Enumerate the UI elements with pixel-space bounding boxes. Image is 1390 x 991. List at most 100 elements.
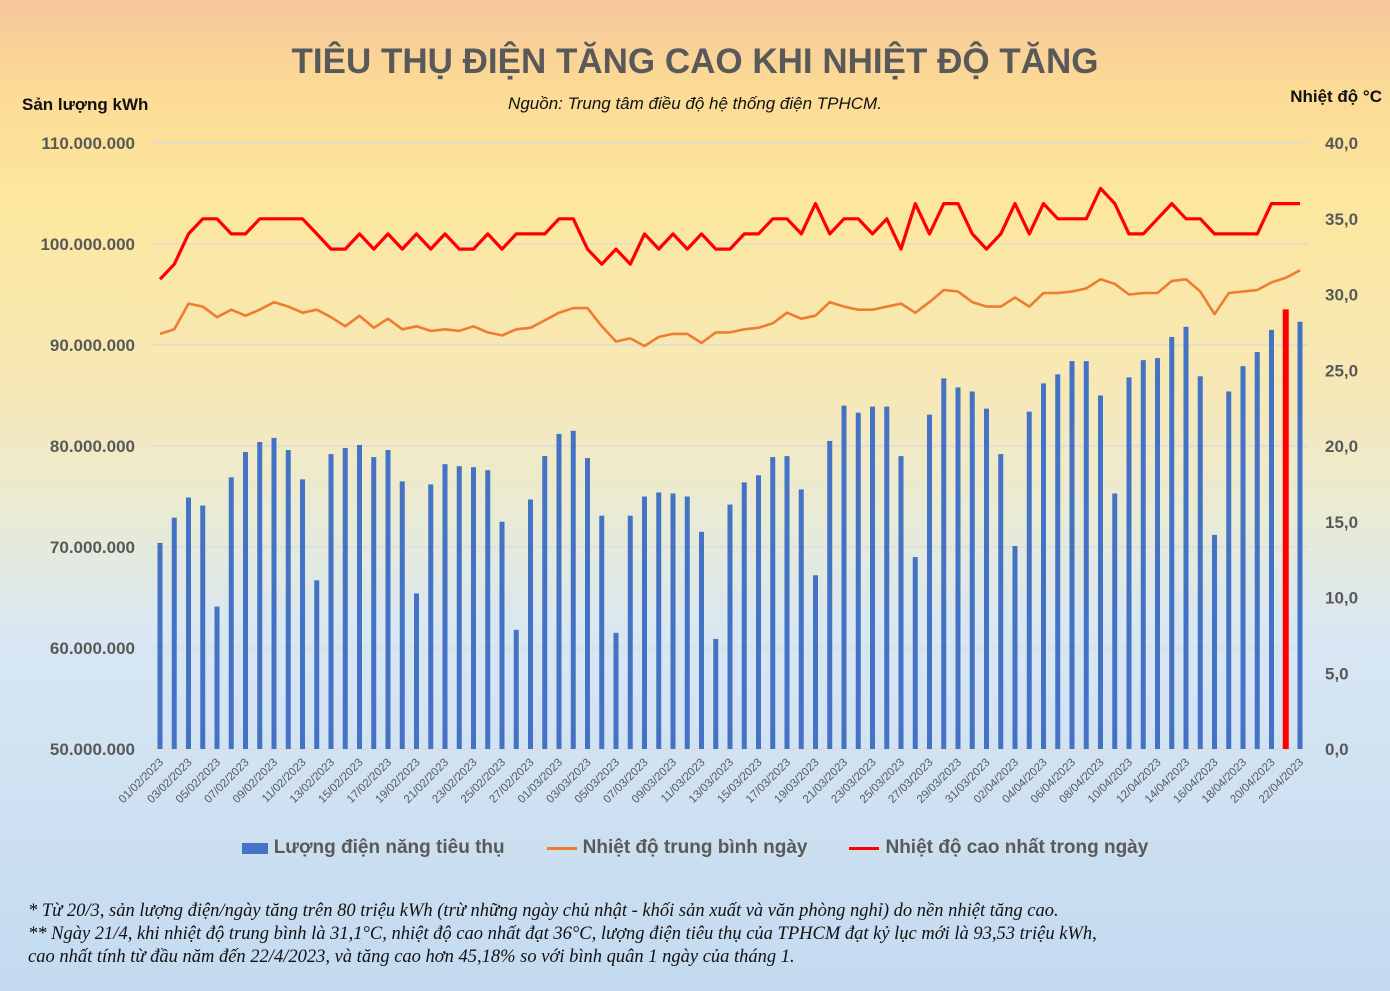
bar [271, 437, 277, 749]
bar [1197, 376, 1203, 749]
bar [314, 580, 320, 749]
y-tick-label-right: 15,0 [1325, 513, 1358, 532]
y-tick-label-left: 100.000.000 [40, 235, 135, 254]
bar [243, 452, 248, 749]
bar [1183, 326, 1189, 749]
footnotes: * Từ 20/3, sản lượng điện/ngày tăng trên… [28, 900, 1097, 969]
bar [656, 492, 662, 749]
bar [1212, 534, 1217, 749]
bar [884, 406, 890, 749]
bar [585, 458, 590, 749]
bar [670, 493, 676, 749]
y-axis-right-label: Nhiệt độ °C [1290, 87, 1382, 106]
footnote: cao nhất tính từ đầu năm đến 22/4/2023, … [28, 947, 795, 967]
bar [542, 456, 548, 749]
bar [627, 515, 633, 749]
bar [727, 504, 733, 749]
bar [1098, 395, 1103, 749]
bar [827, 440, 833, 749]
legend-label: Nhiệt độ cao nhất trong ngày [885, 837, 1149, 858]
bar [684, 496, 690, 749]
bar [1155, 358, 1160, 749]
bar [870, 406, 875, 749]
y-tick-label-left: 80.000.000 [50, 437, 135, 456]
y-tick-label-left: 60.000.000 [50, 639, 135, 658]
bar [328, 454, 334, 749]
y-tick-label-right: 25,0 [1325, 361, 1358, 380]
bar [456, 466, 462, 749]
bar [984, 408, 989, 749]
bar [513, 629, 519, 749]
bar-record [1282, 309, 1289, 749]
bar [556, 433, 562, 749]
legend-label: Lượng điện năng tiêu thụ [273, 837, 505, 858]
bar [898, 456, 904, 749]
legend-swatch-line [849, 846, 880, 850]
bar [955, 387, 961, 749]
bar [770, 457, 776, 749]
bar [599, 515, 605, 749]
bar [699, 531, 704, 749]
bar [442, 464, 448, 749]
bar [1254, 352, 1260, 749]
y-tick-label-right: 35,0 [1325, 210, 1358, 229]
bar [1269, 329, 1274, 749]
bar [285, 450, 291, 749]
y-axis-left-label: Sản lượng kWh [22, 95, 149, 114]
bar [1169, 336, 1175, 749]
legend: Lượng điện năng tiêu thụ Nhiệt độ trung … [0, 837, 1390, 859]
bar [741, 482, 747, 749]
bar [756, 475, 761, 749]
bar [214, 606, 220, 749]
bar [157, 542, 163, 749]
y-tick-label-right: 10,0 [1325, 589, 1358, 608]
bar [428, 484, 434, 749]
bar [570, 430, 576, 749]
legend-item-max-temp: Nhiệt độ cao nhất trong ngày [849, 837, 1148, 859]
bar [485, 470, 491, 749]
bar [1083, 361, 1089, 749]
bar [342, 448, 348, 749]
bar [1297, 321, 1303, 749]
bar [1226, 391, 1232, 749]
y-tick-label-left: 90.000.000 [50, 336, 135, 355]
bar [1112, 493, 1118, 749]
bar [499, 521, 505, 749]
bar [813, 575, 818, 749]
bar [414, 593, 419, 749]
bar [613, 632, 619, 749]
bar [399, 481, 405, 749]
line-max-temp [158, 186, 1300, 281]
bar [1240, 366, 1246, 749]
legend-swatch-bar [241, 842, 268, 854]
chart-source: Nguồn: Trung tâm điều độ hệ thống điện T… [508, 94, 882, 113]
bar [200, 505, 206, 749]
y-tick-label-right: 5,0 [1325, 664, 1349, 683]
y-tick-label-right: 30,0 [1325, 286, 1358, 305]
bar [1012, 545, 1018, 749]
bar [186, 497, 191, 749]
legend-label: Nhiệt độ trung bình ngày [582, 837, 808, 858]
bar [1041, 383, 1046, 749]
y-tick-label-right: 40,0 [1325, 134, 1358, 153]
bar [171, 517, 177, 749]
chart-title: TIÊU THỤ ĐIỆN TĂNG CAO KHI NHIỆT ĐỘ TĂNG [291, 42, 1099, 81]
bar [371, 457, 377, 749]
bar [528, 499, 533, 749]
bar [357, 444, 362, 749]
bar [228, 477, 234, 749]
bar [855, 412, 861, 749]
bar [1026, 411, 1032, 749]
bar [841, 405, 847, 749]
bar [713, 638, 719, 749]
legend-swatch-line [546, 846, 577, 850]
bar [798, 489, 804, 749]
bar [642, 496, 647, 749]
y-tick-label-right: 20,0 [1325, 437, 1358, 456]
bar [941, 378, 947, 749]
bar [1055, 374, 1061, 749]
bar [1140, 360, 1146, 749]
legend-item-avg-temp: Nhiệt độ trung bình ngày [546, 837, 808, 859]
